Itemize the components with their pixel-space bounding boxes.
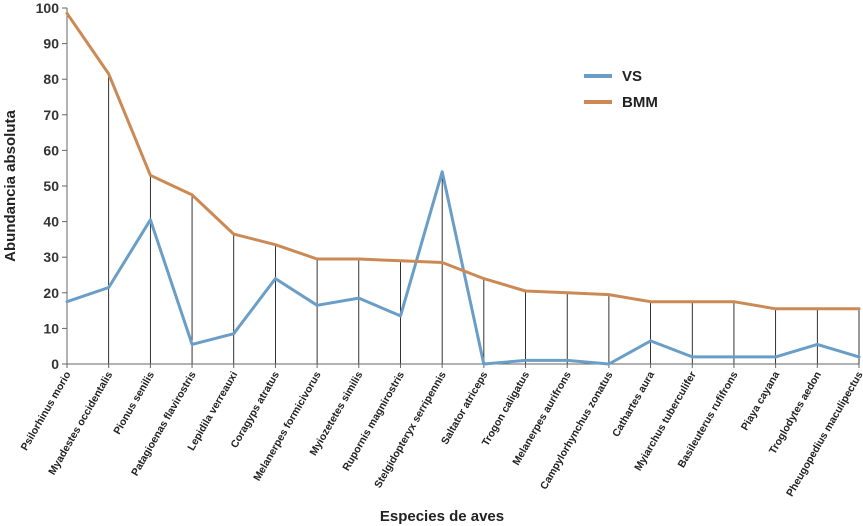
y-tick-label: 30 [43,249,59,265]
y-tick-labels: 0 10 20 30 40 50 60 70 80 90 100 [36,0,67,372]
y-tick-label: 50 [43,178,59,194]
x-tick-label: Pionus senilis [111,369,157,436]
x-axis-title: Especies de aves [380,508,504,525]
legend-label-bmm: BMM [622,94,658,111]
series-lines [65,11,861,366]
series-line-vs [65,170,861,366]
x-tick-label: Stelgidopteryx serripennis [372,369,449,490]
y-tick-label: 70 [43,107,59,123]
axes [66,8,859,365]
legend: VS BMM [584,68,658,111]
series-line-bmm [65,11,861,311]
y-axis-title: Abundancia absoluta [2,110,19,262]
x-tick-label: Campylorhynchus zonatus [538,369,616,491]
y-tick-label: 90 [43,36,59,52]
y-tick-label: 0 [51,356,59,372]
legend-label-vs: VS [622,68,642,85]
y-tick-label: 10 [43,320,59,336]
y-tick-label: 20 [43,285,59,301]
y-tick-label: 100 [36,0,60,16]
y-tick-label: 40 [43,214,59,230]
x-tick-label: Pheugopedius maculipectus [784,369,863,498]
x-tick-label: Piaya cayana [739,369,782,432]
y-tick-label: 80 [43,71,59,87]
y-tick-label: 60 [43,142,59,158]
x-tick-label: Cathartes aura [610,369,657,439]
drop-lines [108,73,860,364]
